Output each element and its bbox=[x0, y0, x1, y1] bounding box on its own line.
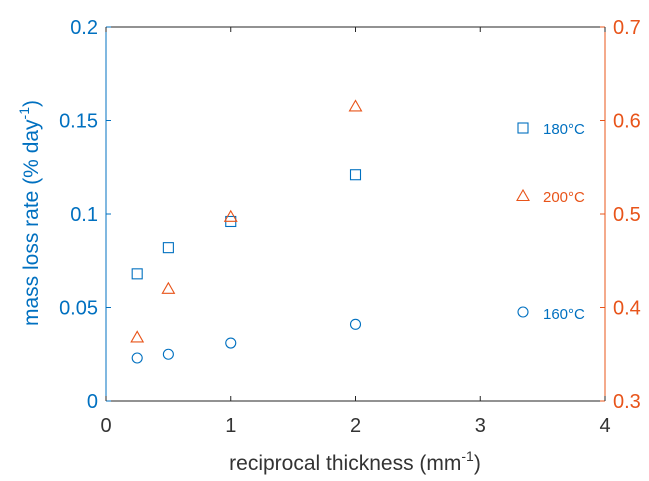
x-tick-label: 3 bbox=[475, 415, 486, 437]
y-left-tick-label: 0 bbox=[87, 391, 98, 413]
data-point-circle bbox=[131, 352, 143, 364]
data-point-triangle bbox=[348, 99, 363, 112]
data-point-circle bbox=[349, 318, 362, 330]
legend-label: 180°C bbox=[543, 121, 585, 138]
y-right-tick-label: 0.5 bbox=[613, 204, 641, 226]
data-point-triangle bbox=[161, 281, 176, 294]
x-tick-label: 2 bbox=[350, 415, 361, 437]
data-point-circle bbox=[225, 337, 237, 349]
legend-label: 160°C bbox=[543, 306, 585, 323]
y-left-tick-label: 0.2 bbox=[70, 17, 98, 39]
data-point-triangle bbox=[223, 209, 238, 222]
left-axis-ticks: 0 0.05 0.1 0.15 0.2 bbox=[59, 17, 111, 413]
y-left-tick-label: 0.05 bbox=[59, 298, 98, 320]
y-axis-title-left: mass loss rate (% day-1) bbox=[16, 100, 43, 326]
legend: 180°C 160°C 200°C bbox=[516, 121, 585, 323]
y-right-tick-label: 0.3 bbox=[613, 391, 641, 413]
right-axis-ticks: 0.3 0.4 0.5 0.6 0.7 bbox=[600, 17, 641, 413]
y-right-tick-label: 0.6 bbox=[613, 111, 641, 133]
data-point-square bbox=[162, 242, 174, 254]
x-tick-label: 1 bbox=[225, 415, 236, 437]
legend-marker-square bbox=[517, 122, 529, 134]
data-markers bbox=[130, 99, 363, 364]
x-axis-title: reciprocal thickness (mm-1) bbox=[229, 448, 481, 475]
data-point-square bbox=[349, 169, 362, 181]
x-tick-label: 0 bbox=[100, 415, 111, 437]
data-point-square bbox=[131, 268, 143, 280]
legend-label: 200°C bbox=[543, 189, 585, 206]
data-point-circle bbox=[162, 348, 174, 360]
y-right-tick-label: 0.4 bbox=[613, 298, 641, 320]
y-right-tick-label: 0.7 bbox=[613, 17, 641, 39]
y-left-tick-label: 0.1 bbox=[70, 204, 98, 226]
legend-marker-triangle bbox=[516, 188, 530, 202]
legend-marker-circle bbox=[517, 306, 529, 318]
x-axis-ticks: 0 1 2 3 4 bbox=[100, 27, 611, 437]
data-point-triangle bbox=[130, 330, 145, 343]
y-left-tick-label: 0.15 bbox=[59, 111, 98, 133]
x-tick-label: 4 bbox=[599, 415, 610, 437]
plot-frame bbox=[105, 26, 606, 402]
